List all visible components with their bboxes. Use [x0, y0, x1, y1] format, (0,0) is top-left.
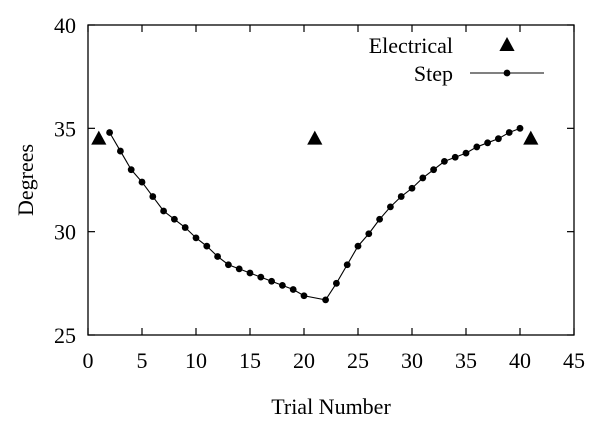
data-point-circle [387, 203, 394, 211]
legend-triangle-marker [499, 37, 515, 51]
legend-label-step: Step [414, 61, 453, 86]
legend-circle-marker [503, 69, 511, 77]
data-point-circle [505, 129, 513, 136]
data-point-circle [203, 242, 211, 250]
series-electrical [91, 130, 539, 145]
data-point-circle [257, 273, 265, 281]
y-tick-label: 25 [54, 323, 76, 348]
x-tick-label: 25 [347, 348, 369, 373]
data-point-circle [138, 178, 146, 186]
data-point-circle [473, 143, 481, 151]
data-point-circle [246, 269, 254, 277]
data-point-circle [376, 215, 383, 223]
data-point-circle [214, 253, 222, 260]
plot-frame [87, 24, 575, 336]
y-tick-label: 35 [54, 116, 76, 141]
x-tick-label: 30 [401, 348, 423, 373]
x-tick-label: 15 [239, 348, 261, 373]
data-point-circle [419, 174, 427, 182]
data-point-circle [279, 282, 286, 289]
data-point-circle [268, 277, 275, 285]
data-point-triangle [523, 130, 539, 145]
series-layer [91, 124, 539, 304]
x-tick-label: 10 [185, 348, 207, 373]
data-point-circle [149, 193, 157, 200]
x-tick-label: 45 [563, 348, 585, 373]
data-point-circle [441, 158, 448, 165]
y-axis-title: Degrees [13, 144, 38, 216]
data-point-circle [192, 234, 200, 242]
data-point-circle [343, 261, 351, 269]
data-point-circle [235, 265, 243, 273]
x-tick-label: 35 [455, 348, 477, 373]
data-point-circle [117, 147, 124, 155]
y-tick-label: 30 [54, 220, 76, 245]
data-point-circle [365, 230, 373, 238]
x-axis-ticks: 0 5 10 15 20 25 30 35 40 45 [83, 25, 585, 373]
data-point-circle [462, 149, 470, 157]
legend: Electrical Step [369, 33, 544, 86]
legend-sample-step [470, 69, 544, 77]
series-step [106, 124, 524, 304]
data-point-circle [300, 292, 308, 300]
data-point-circle [354, 242, 362, 250]
data-point-circle [408, 184, 416, 192]
data-point-circle [160, 207, 168, 215]
x-tick-label: 20 [293, 348, 315, 373]
data-point-circle [225, 261, 232, 269]
data-point-triangle [307, 130, 323, 145]
data-point-circle [127, 166, 135, 174]
legend-sample-electrical [499, 37, 515, 51]
x-tick-label: 5 [137, 348, 148, 373]
data-point-circle [181, 224, 189, 231]
y-tick-label: 40 [54, 13, 76, 38]
x-tick-label: 40 [509, 348, 531, 373]
data-point-circle [430, 166, 437, 174]
legend-label-electrical: Electrical [369, 33, 453, 58]
data-point-circle [451, 153, 459, 161]
data-point-circle [495, 135, 502, 143]
data-point-circle [484, 139, 491, 147]
data-point-circle [322, 296, 329, 304]
data-point-circle [289, 286, 297, 293]
data-point-circle [171, 215, 178, 223]
data-point-triangle [91, 130, 107, 145]
data-point-circle [106, 129, 113, 136]
y-axis-ticks: 25 30 35 40 [54, 13, 574, 348]
data-point-circle [333, 279, 340, 287]
data-point-circle [516, 124, 524, 132]
x-tick-label: 0 [83, 348, 94, 373]
data-point-circle [397, 193, 405, 200]
x-axis-title: Trial Number [271, 394, 391, 419]
